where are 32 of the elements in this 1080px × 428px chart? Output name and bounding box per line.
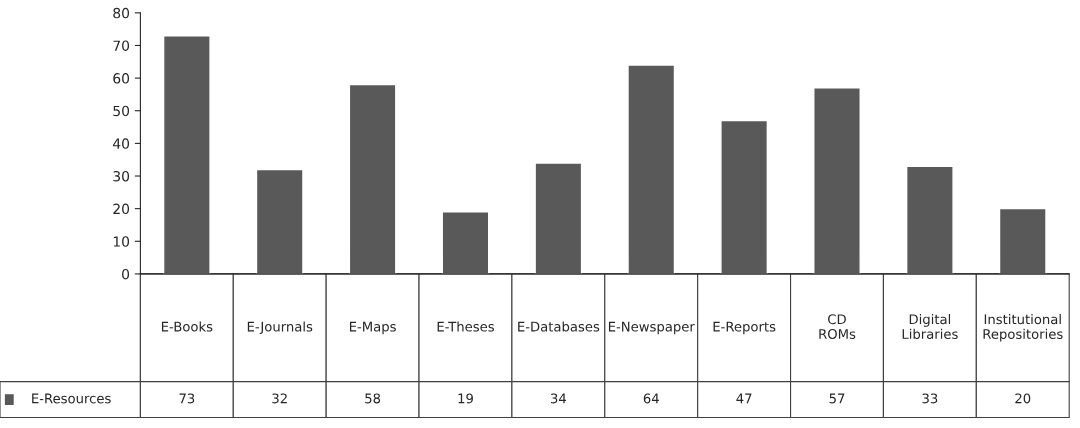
data-label: 47: [736, 393, 752, 404]
x-tick-label: Institutional Repositories: [983, 314, 1063, 342]
y-tick-label: 0: [122, 268, 130, 280]
x-tick-label: E-Maps: [349, 321, 396, 335]
bar: [998, 207, 1047, 274]
x-tick-label: E-Reports: [713, 321, 776, 335]
y-tick-label: 80: [113, 7, 130, 19]
x-tick-label: Digital Libraries: [902, 314, 958, 339]
data-label: 20: [1015, 393, 1031, 404]
legend-label: E-Resources: [32, 393, 111, 404]
y-tick-label: 40: [112, 138, 130, 149]
x-tick-label: E-Databases: [518, 321, 600, 332]
x-tick-label: CD ROMs: [819, 314, 856, 339]
data-label: 57: [829, 393, 845, 404]
x-tick-label: E-Theses: [437, 321, 494, 332]
y-tick-label: 30: [113, 170, 130, 182]
data-label: 34: [550, 393, 567, 404]
y-tick-label: 10: [113, 236, 130, 247]
data-label: 73: [179, 393, 195, 404]
data-label: 64: [643, 393, 659, 404]
y-tick-label: 20: [113, 203, 130, 215]
bar: [441, 211, 490, 274]
x-tick-label: E-Books: [161, 321, 213, 332]
data-label: 19: [458, 393, 473, 404]
y-tick-label: 60: [113, 73, 130, 84]
data-label: 33: [922, 393, 938, 404]
data-label: 32: [272, 393, 287, 404]
y-tick-label: 50: [113, 105, 130, 117]
x-tick-label: E-Journals: [247, 321, 313, 335]
data-label: 58: [365, 393, 381, 404]
y-tick-label: 70: [113, 40, 130, 51]
x-tick-label: E-Newspaper: [608, 321, 695, 335]
